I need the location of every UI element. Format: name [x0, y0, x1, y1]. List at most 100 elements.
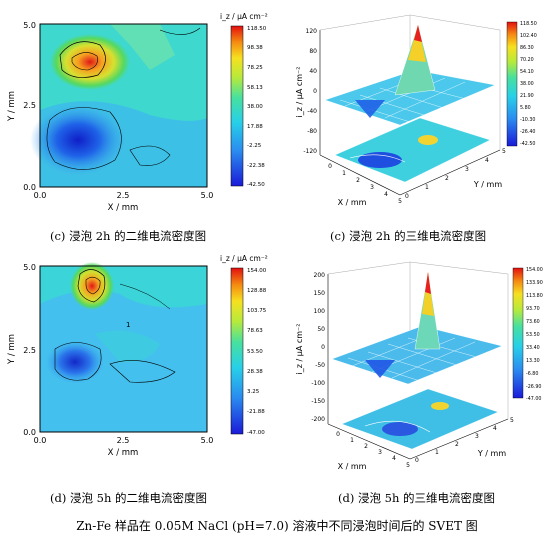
svg-text:1: 1: [350, 437, 354, 444]
svg-text:0: 0: [336, 431, 340, 438]
svg-text:1: 1: [435, 449, 439, 456]
anodic-hotspot: [70, 262, 114, 310]
svg-text:78.25: 78.25: [247, 65, 263, 71]
svg-text:2: 2: [356, 177, 360, 184]
x-axis-ticks: 0 1 2 3 4 5: [328, 163, 402, 205]
colorbar-title: i_z / µA cm⁻²: [220, 12, 268, 21]
svg-text:53.50: 53.50: [526, 332, 540, 338]
svg-text:5: 5: [406, 462, 410, 469]
svg-text:28.38: 28.38: [247, 369, 263, 375]
svg-text:53.50: 53.50: [247, 349, 263, 355]
x-axis-label: X / mm: [108, 203, 139, 213]
svg-text:2: 2: [455, 441, 459, 448]
svg-text:3: 3: [370, 184, 374, 191]
svg-text:0: 0: [321, 344, 325, 351]
svg-text:0: 0: [313, 88, 317, 95]
svg-text:-26.40: -26.40: [520, 129, 535, 135]
colorbar: [506, 21, 518, 147]
x-tick-left: 0.0: [34, 436, 47, 445]
x-axis-label: X / mm: [338, 462, 367, 471]
x-tick-left: 0.0: [34, 191, 47, 200]
svg-text:5.80: 5.80: [520, 105, 531, 111]
svg-text:4: 4: [392, 455, 396, 462]
colorbar-ticks: 154.00 128.88 103.75 78.63 53.50 28.38 3…: [247, 268, 267, 436]
x-tick-right: 5.0: [201, 436, 214, 445]
svg-text:-2.25: -2.25: [247, 143, 262, 149]
svg-text:5: 5: [510, 417, 514, 424]
svg-text:38.00: 38.00: [520, 81, 534, 87]
z-axis-label: i_z / µA cm⁻²: [295, 324, 304, 375]
colorbar: [230, 25, 244, 187]
svg-text:98.38: 98.38: [247, 45, 263, 51]
x-axis-label: X / mm: [108, 448, 139, 458]
z-axis-ticks: 200 150 100 50 0 -50 -100 -150 -200: [311, 272, 325, 423]
svg-text:154.00: 154.00: [526, 267, 543, 273]
x-tick-mid: 2.5: [117, 191, 130, 200]
plot-frame: [39, 265, 208, 433]
y-tick-mid: 2.5: [23, 346, 36, 355]
caption-d-3d: (d) 浸泡 5h 的三维电流密度图: [338, 491, 496, 505]
svg-text:-42.50: -42.50: [247, 182, 265, 188]
svg-text:-80: -80: [307, 128, 317, 135]
panel-d-2d-map: 1 5.0 2.5 0.0 0.0 2.5 5.0 X / mm Y / mm …: [7, 254, 268, 458]
svg-text:150: 150: [314, 290, 326, 297]
projected-contour-map: [341, 388, 499, 450]
y-axis-ticks: 0 1 2 3 4 5: [405, 148, 506, 200]
svg-text:-47.00: -47.00: [247, 430, 265, 436]
cathodic-region: [30, 104, 126, 176]
y-axis-ticks: 0 1 2 3 4 5: [415, 417, 514, 464]
svg-text:2: 2: [364, 443, 368, 450]
svg-text:17.88: 17.88: [247, 124, 263, 130]
svg-text:118.50: 118.50: [520, 21, 537, 27]
colorbar: [230, 267, 244, 435]
contour-label: 1: [126, 321, 130, 329]
svg-text:103.75: 103.75: [247, 308, 267, 314]
svg-text:102.40: 102.40: [520, 33, 537, 39]
svg-text:4: 4: [485, 157, 489, 164]
svg-text:0: 0: [405, 193, 409, 200]
svg-text:-150: -150: [311, 398, 325, 405]
svg-text:3: 3: [465, 166, 469, 173]
svg-text:-42.50: -42.50: [520, 141, 535, 147]
y-tick-top: 5.0: [23, 263, 36, 272]
x-tick-mid: 2.5: [117, 436, 130, 445]
svg-text:154.00: 154.00: [247, 268, 267, 274]
svg-text:-50: -50: [315, 362, 325, 369]
svg-text:13.30: 13.30: [526, 358, 540, 364]
svg-text:54.10: 54.10: [520, 69, 534, 75]
svg-text:40: 40: [309, 68, 317, 75]
colorbar-title: i_z / µA cm⁻²: [220, 254, 268, 263]
cathodic-region: [45, 340, 105, 384]
svg-text:-22.38: -22.38: [247, 163, 265, 169]
y-tick-bottom: 0.0: [23, 183, 36, 192]
svg-text:0: 0: [415, 457, 419, 464]
svg-text:120: 120: [306, 28, 318, 35]
colorbar-ticks: 154.00 133.90 113.80 93.70 73.60 53.50 3…: [526, 267, 543, 402]
x-axis-label: X / mm: [338, 198, 367, 207]
svg-text:-100: -100: [311, 380, 325, 387]
svg-text:21.90: 21.90: [520, 93, 534, 99]
svg-text:-21.88: -21.88: [247, 409, 265, 415]
z-axis-ticks: 120 80 40 0 -40 -80 -120: [303, 28, 317, 155]
svg-text:80: 80: [309, 48, 317, 55]
svg-text:78.63: 78.63: [247, 328, 263, 334]
colorbar-ticks: 118.50 102.40 86.30 70.20 54.10 38.00 21…: [520, 21, 537, 147]
svg-text:1: 1: [425, 184, 429, 191]
svg-text:-200: -200: [311, 416, 325, 423]
svg-text:2: 2: [445, 175, 449, 182]
svg-text:133.90: 133.90: [526, 280, 543, 286]
y-tick-mid: 2.5: [23, 101, 36, 110]
colorbar: [512, 267, 524, 399]
svg-text:4: 4: [384, 191, 388, 198]
z-axis-label: i_z / µA cm⁻²: [295, 67, 304, 118]
svg-text:58.13: 58.13: [247, 85, 263, 91]
figure-caption: Zn-Fe 样品在 0.05M NaCl (pH=7.0) 溶液中不同浸泡时间后…: [76, 519, 478, 533]
svg-text:33.40: 33.40: [526, 345, 540, 351]
panel-c-2d-map: 5.0 2.5 0.0 0.0 2.5 5.0 X / mm Y / mm i_…: [7, 12, 268, 213]
svg-text:3.25: 3.25: [247, 389, 260, 395]
svg-text:86.30: 86.30: [520, 45, 534, 51]
panel-d-3d-surface: 200 150 100 50 0 -50 -100 -150 -200 i_z …: [295, 261, 543, 471]
x-tick-right: 5.0: [201, 191, 214, 200]
svg-text:118.50: 118.50: [247, 26, 267, 32]
colorbar-ticks: 118.50 98.38 78.25 58.13 38.00 17.88 -2.…: [247, 26, 267, 188]
